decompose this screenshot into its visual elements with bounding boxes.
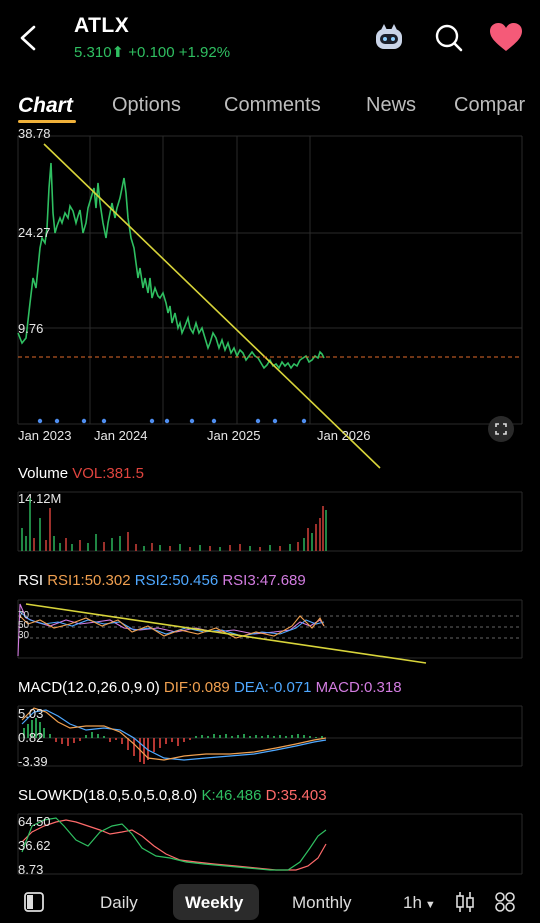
fullscreen-button[interactable] <box>488 416 514 442</box>
macd-chart[interactable] <box>0 704 540 770</box>
x-tick-2026: Jan 2026 <box>317 428 371 443</box>
rsi1-line <box>19 615 325 639</box>
rsi1-value: RSI1:50.302 <box>47 572 131 589</box>
watchlist-button[interactable] <box>488 22 524 54</box>
search-icon <box>435 24 463 52</box>
back-button[interactable] <box>14 22 44 54</box>
macd-title: MACD(12.0,26.0,9.0) <box>18 679 160 696</box>
robot-mascot-icon[interactable] <box>372 22 406 52</box>
expand-icon <box>495 423 507 435</box>
active-period-highlight <box>173 884 259 920</box>
macd-header[interactable]: MACD(12.0,26.0,9.0) DIF:0.089 DEA:-0.071… <box>18 679 402 696</box>
rsi-level-70: 70 <box>18 610 30 621</box>
macd-dea: DEA:-0.071 <box>233 679 312 696</box>
rsi3-value: RSI3:47.689 <box>222 572 306 589</box>
rsi-header[interactable]: RSI RSI1:50.302 RSI2:50.456 RSI3:47.689 <box>18 572 306 589</box>
heart-icon <box>490 23 522 51</box>
panel-icon <box>24 892 44 912</box>
last-price: 5.310 <box>74 44 112 61</box>
x-tick-2023: Jan 2023 <box>18 428 72 443</box>
tab-options[interactable]: Options <box>112 94 181 116</box>
sidebar-toggle-button[interactable] <box>22 890 46 919</box>
macd-value: MACD:0.318 <box>315 679 402 696</box>
macd-histogram <box>23 718 323 764</box>
volume-value: VOL:381.5 <box>72 465 144 482</box>
period-monthly[interactable]: Monthly <box>292 893 352 912</box>
rsi-title: RSI <box>18 572 44 589</box>
price-change: +0.100 <box>128 44 175 61</box>
interval-dropdown[interactable]: 1h ▼ <box>403 893 436 913</box>
caret-down-icon: ▼ <box>424 899 436 911</box>
chart-grid <box>17 135 523 425</box>
tab-compare[interactable]: Compar <box>454 94 526 116</box>
chevron-left-icon <box>20 25 36 51</box>
slowkd-header[interactable]: SLOWKD(18.0,5.0,5.0,8.0) K:46.486 D:35.4… <box>18 787 327 804</box>
price-chart[interactable] <box>0 128 540 473</box>
ticker-symbol: ATLX <box>74 14 130 37</box>
rsi-chart[interactable] <box>0 598 540 666</box>
interval-value: 1h <box>403 893 422 912</box>
macd-tick-low: -3.39 <box>18 754 48 769</box>
macd-tick-mid: 0.82 <box>18 730 44 745</box>
x-tick-2025: Jan 2025 <box>207 428 261 443</box>
slowkd-d-line <box>21 819 327 871</box>
rsi-level-30: 30 <box>18 630 30 641</box>
slowkd-chart[interactable] <box>0 812 540 876</box>
chart-type-button[interactable] <box>453 890 477 919</box>
slowkd-tick-mid: 36.62 <box>18 838 51 853</box>
y-tick-low: 9.76 <box>18 321 44 336</box>
tab-chart[interactable]: Chart <box>18 94 73 117</box>
y-tick-high: 38.78 <box>18 126 51 141</box>
x-tick-2024: Jan 2024 <box>94 428 148 443</box>
slowkd-tick-high: 64.50 <box>18 814 51 829</box>
period-weekly[interactable]: Weekly <box>185 893 244 912</box>
rsi-level-labels: 70 50 30 <box>18 611 29 641</box>
volume-chart[interactable] <box>0 488 540 554</box>
more-indicators-button[interactable] <box>493 890 517 919</box>
active-tab-indicator <box>18 120 76 123</box>
slowkd-k-line <box>21 817 327 871</box>
volume-title: Volume <box>18 465 69 482</box>
macd-dea-line <box>21 709 327 761</box>
event-markers <box>37 418 307 424</box>
volume-header[interactable]: Volume VOL:381.5 <box>18 465 144 482</box>
tab-news[interactable]: News <box>366 94 417 116</box>
candlestick-icon <box>456 892 474 912</box>
up-arrow-icon: ⬆ <box>111 44 125 61</box>
rsi2-value: RSI2:50.456 <box>134 572 219 589</box>
volume-max: 14.12M <box>18 491 62 506</box>
slowkd-tick-low: 8.73 <box>18 862 44 877</box>
period-daily[interactable]: Daily <box>100 893 138 912</box>
rsi2-line <box>19 611 325 637</box>
rsi3-line <box>17 603 325 657</box>
rsi-trendline <box>25 603 427 664</box>
volume-bars <box>21 498 327 551</box>
price-change-pct: +1.92% <box>178 44 231 61</box>
macd-tick-high: 5.03 <box>18 706 44 721</box>
quote-line: 5.310⬆ +0.100 +1.92% <box>74 43 230 61</box>
macd-dif: DIF:0.089 <box>163 679 230 696</box>
slowkd-k: K:46.486 <box>201 787 262 804</box>
grid-icon <box>495 892 515 912</box>
slowkd-title: SLOWKD(18.0,5.0,5.0,8.0) <box>18 787 198 804</box>
trendline <box>43 143 381 469</box>
y-tick-mid: 24.27 <box>18 225 51 240</box>
search-button[interactable] <box>433 22 465 54</box>
rsi-level-50: 50 <box>18 620 30 631</box>
macd-dif-line <box>21 707 327 761</box>
tab-bar: Chart Options Comments News Compar <box>0 92 540 124</box>
tab-comments[interactable]: Comments <box>224 94 321 116</box>
slowkd-d: D:35.403 <box>265 787 327 804</box>
